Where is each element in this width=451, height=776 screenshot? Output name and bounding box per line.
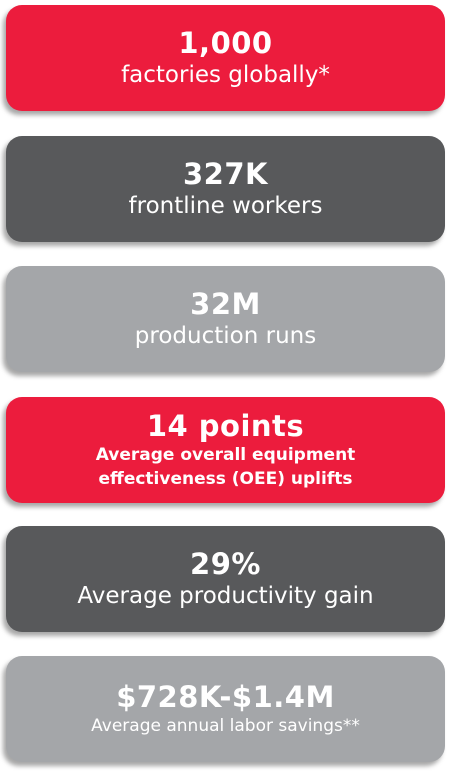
stat-value: 29% [190, 547, 261, 581]
stat-value: 32M [190, 287, 261, 321]
stat-label: Average annual labor savings** [91, 716, 360, 736]
stat-card: $728K-$1.4M Average annual labor savings… [6, 656, 445, 762]
stat-label: Average productivity gain [77, 583, 374, 609]
stat-value: 327K [182, 157, 268, 191]
stat-card: 14 points Average overall equipment effe… [6, 397, 445, 503]
stat-value: 14 points [146, 409, 305, 443]
stat-card: 32M production runs [6, 266, 445, 372]
stat-label: factories globally* [121, 62, 330, 88]
stat-card: 1,000 factories globally* [6, 5, 445, 111]
stat-value: 1,000 [178, 26, 273, 60]
stat-card: 29% Average productivity gain [6, 526, 445, 632]
stat-label: Average overall equipment effectiveness … [95, 445, 356, 489]
stat-label: production runs [134, 323, 317, 349]
stat-label: frontline workers [128, 193, 323, 219]
stat-value: $728K-$1.4M [116, 680, 335, 714]
stat-card: 327K frontline workers [6, 136, 445, 242]
